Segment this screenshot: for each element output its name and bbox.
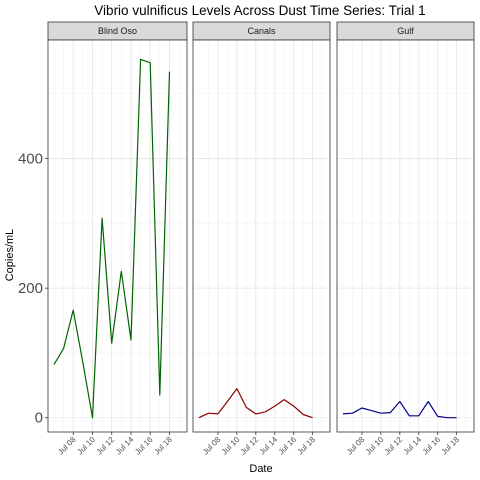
panel-background [193, 40, 330, 432]
x-tick-label: Jul 14 [402, 435, 424, 457]
y-tick-label: 200 [18, 280, 43, 297]
x-tick-label: Jul 14 [114, 435, 136, 457]
y-axis-title: Copies/mL [4, 229, 16, 282]
x-tick-label: Jul 16 [133, 435, 155, 457]
panel-border [47, 39, 188, 433]
facet-strip-label: Gulf [397, 26, 414, 36]
series-line [198, 388, 313, 419]
x-tick-label: Jul 16 [421, 435, 443, 457]
x-tick-label: Jul 14 [258, 435, 280, 457]
x-tick-label: Jul 10 [364, 435, 386, 457]
series-line [342, 400, 457, 419]
x-tick-label: Jul 18 [152, 435, 174, 457]
x-tick-label: Jul 08 [201, 435, 223, 457]
series-line [53, 58, 171, 419]
x-tick-label: Jul 12 [383, 435, 405, 457]
y-tick-label: 400 [18, 151, 43, 168]
x-tick-label: Jul 10 [220, 435, 242, 457]
x-tick-label: Jul 08 [56, 435, 78, 457]
chart-title: Vibrio vulnificus Levels Across Dust Tim… [94, 3, 425, 18]
x-tick-label: Jul 18 [296, 435, 318, 457]
panel-border [336, 39, 475, 433]
y-tick-label: 0 [35, 410, 43, 427]
panel-background [48, 40, 187, 432]
x-axis-title: Date [249, 463, 272, 475]
facet-strip-label: Blind Oso [98, 26, 137, 36]
x-tick-label: Jul 16 [277, 435, 299, 457]
y-axis: 0 200 400 [18, 151, 48, 427]
x-tick-label: Jul 18 [440, 435, 462, 457]
x-tick-label: Jul 10 [75, 435, 97, 457]
panel-background [337, 40, 474, 432]
x-tick-label: Jul 08 [345, 435, 367, 457]
facet-strip-label: Canals [247, 26, 276, 36]
panel-border [192, 39, 331, 433]
x-tick-label: Jul 12 [95, 435, 117, 457]
x-tick-label: Jul 12 [239, 435, 261, 457]
